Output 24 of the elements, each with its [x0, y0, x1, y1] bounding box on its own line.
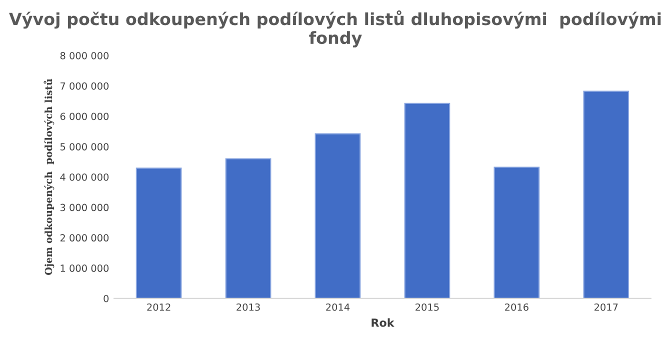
x-axis-title: Rok	[372, 318, 394, 327]
bar	[136, 168, 182, 298]
y-tick-label: 4 000 000	[60, 173, 109, 181]
bar	[583, 90, 630, 298]
y-tick-label: 2 000 000	[60, 234, 109, 242]
y-axis-title: Ojem odkoupených podílových listů	[44, 78, 54, 276]
y-tick-label: 3 000 000	[60, 204, 109, 212]
bar	[494, 166, 540, 298]
x-tick-label: 2014	[326, 303, 350, 311]
x-tick-label: 2015	[416, 303, 439, 311]
x-tick-label: 2013	[236, 303, 260, 311]
y-tick-label: 0	[104, 294, 109, 302]
chart-title: Vývoj počtu odkoupených podílových listů dluhopisovými podílovými fondy	[9, 10, 661, 48]
y-tick-label: 8 000 000	[60, 52, 109, 60]
y-tick-label: 5 000 000	[60, 143, 109, 150]
bar	[404, 102, 450, 298]
x-tick-label: 2012	[147, 303, 170, 311]
bar	[314, 133, 361, 298]
x-tick-label: 2016	[505, 303, 528, 311]
x-tick-label: 2017	[594, 303, 618, 311]
y-tick-label: 1 000 000	[60, 264, 109, 272]
y-tick-label: 7 000 000	[60, 82, 109, 90]
y-tick-label: 6 000 000	[60, 112, 109, 120]
bar	[225, 158, 272, 298]
